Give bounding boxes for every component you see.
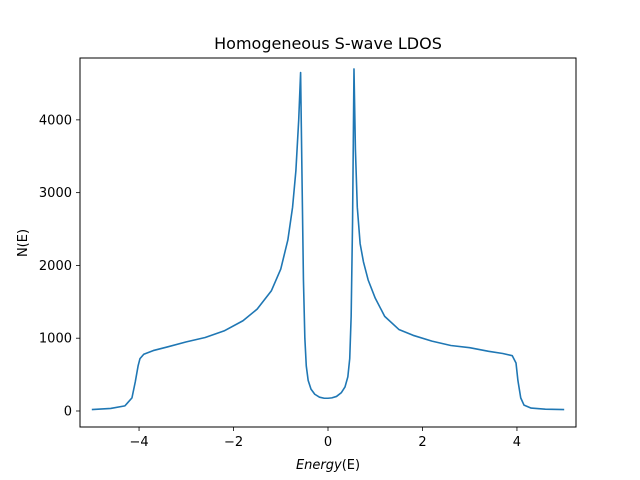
chart-title: Homogeneous S-wave LDOS <box>214 34 442 53</box>
ldos-series-line <box>91 68 565 411</box>
y-tick-label: 1000 <box>39 332 72 347</box>
y-tick-label: 2000 <box>39 259 72 274</box>
plot-area <box>91 68 565 411</box>
axes-frame <box>79 57 577 428</box>
x-tick-label: 4 <box>513 435 521 450</box>
y-tick-label: 0 <box>64 404 72 419</box>
x-tick-label: 2 <box>418 435 426 450</box>
x-tick-label: −2 <box>224 435 243 450</box>
x-tick-label: 0 <box>324 435 332 450</box>
y-tick-label: 4000 <box>39 113 72 128</box>
y-axis-label: N(E) <box>16 229 31 257</box>
x-axis-label: Energy(E) <box>296 458 360 473</box>
x-tick-label: −4 <box>129 435 148 450</box>
axes: −4 −2 0 2 4 0 1000 2000 3000 4000 <box>39 113 521 450</box>
y-tick-label: 3000 <box>39 186 72 201</box>
